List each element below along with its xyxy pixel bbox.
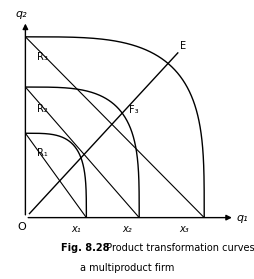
Text: O: O xyxy=(17,222,26,232)
Text: F₃: F₃ xyxy=(129,105,139,115)
Text: Fig. 8.28: Fig. 8.28 xyxy=(61,243,109,253)
Text: R₂: R₂ xyxy=(37,104,47,114)
Text: E: E xyxy=(180,41,186,51)
Text: Product transformation curves of: Product transformation curves of xyxy=(103,243,254,253)
Text: Fig. 8.28 Product transformation curves of: Fig. 8.28 Product transformation curves … xyxy=(0,278,1,279)
Text: x₁: x₁ xyxy=(71,224,81,234)
Text: R₁: R₁ xyxy=(37,148,47,158)
Text: a multiproduct firm: a multiproduct firm xyxy=(80,263,174,273)
Text: a multiproduct firm: a multiproduct firm xyxy=(0,278,1,279)
Text: x₃: x₃ xyxy=(179,224,189,234)
Text: x₂: x₂ xyxy=(122,224,132,234)
Text: q₂: q₂ xyxy=(15,9,27,19)
Text: R₃: R₃ xyxy=(37,52,47,62)
Text: q₁: q₁ xyxy=(237,213,248,223)
